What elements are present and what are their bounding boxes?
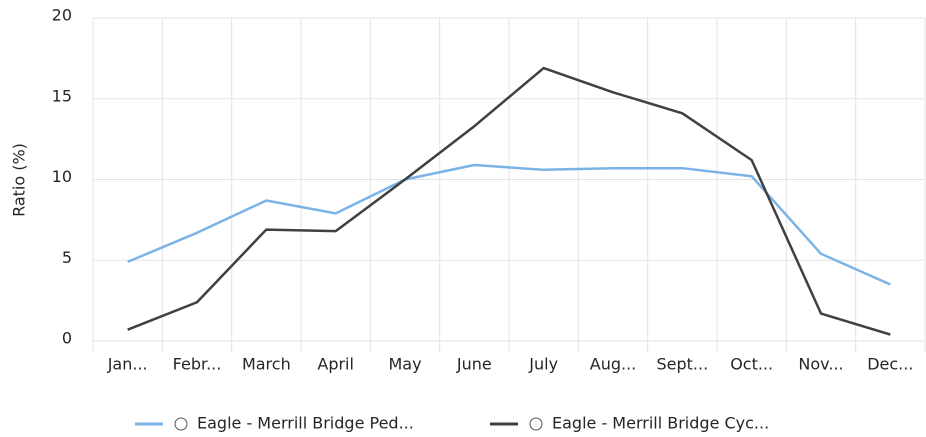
y-tick-label: 20: [52, 6, 72, 25]
x-tick-label: April: [317, 355, 354, 374]
x-tick-label: Oct...: [730, 355, 773, 374]
x-tick-label: May: [388, 355, 421, 374]
x-tick-label: June: [456, 355, 492, 374]
x-tick-label: July: [528, 355, 558, 374]
y-tick-label: 15: [52, 86, 72, 105]
series-line: [127, 66, 891, 336]
legend-icon: [529, 417, 543, 431]
x-tick-label: Dec...: [867, 355, 913, 374]
legend-label: Eagle - Merrill Bridge Ped...: [197, 414, 414, 433]
legend-icon: [174, 417, 188, 431]
x-tick-label: Nov...: [798, 355, 843, 374]
y-tick-label: 5: [62, 248, 72, 267]
y-tick-label: 10: [52, 167, 72, 186]
series-line: [127, 163, 891, 286]
x-tick-label: Sept...: [656, 355, 708, 374]
x-tick-label: Jan...: [107, 355, 148, 374]
x-tick-label: Aug...: [590, 355, 637, 374]
y-axis-title: Ratio (%): [10, 143, 29, 217]
legend-label: Eagle - Merrill Bridge Cyc...: [552, 414, 769, 433]
x-tick-label: March: [242, 355, 291, 374]
x-tick-label: Febr...: [173, 355, 222, 374]
y-tick-label: 0: [62, 329, 72, 348]
